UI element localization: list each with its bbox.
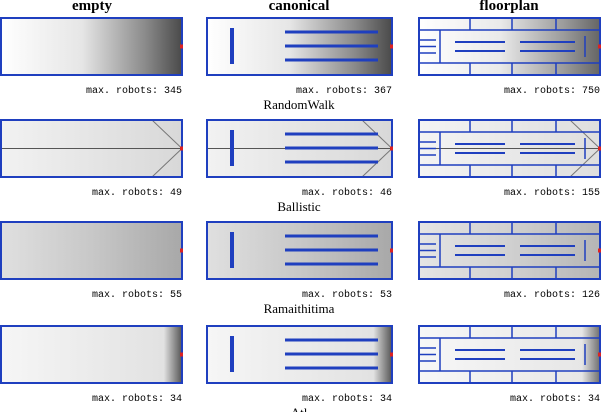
exit-marker bbox=[180, 44, 183, 49]
exit-marker bbox=[180, 248, 183, 253]
wall bbox=[285, 352, 378, 356]
caption: max. robots: 750 bbox=[504, 85, 600, 97]
exit-marker bbox=[598, 146, 601, 151]
caption: max. robots: 53 bbox=[302, 289, 392, 301]
heatmap bbox=[0, 222, 182, 279]
column-header: canonical bbox=[269, 0, 330, 14]
caption: max. robots: 55 bbox=[92, 289, 182, 301]
heatmap bbox=[0, 18, 182, 75]
wall bbox=[285, 248, 378, 252]
exit-marker bbox=[598, 44, 601, 49]
heatmap bbox=[418, 222, 600, 279]
wall bbox=[285, 160, 378, 164]
exit-marker bbox=[390, 352, 393, 357]
caption: max. robots: 155 bbox=[504, 187, 600, 199]
caption: max. robots: 34 bbox=[302, 393, 392, 405]
wall bbox=[285, 30, 378, 34]
wall bbox=[285, 262, 378, 266]
wall bbox=[230, 232, 234, 268]
column-header: empty bbox=[72, 0, 112, 14]
row-label: RandomWalk bbox=[263, 97, 335, 112]
wall bbox=[230, 130, 234, 166]
row-label: Ballistic bbox=[277, 199, 321, 214]
exit-marker bbox=[598, 248, 601, 253]
heatmap bbox=[0, 326, 182, 383]
exit-marker bbox=[180, 146, 183, 151]
heatmap bbox=[418, 326, 600, 383]
caption: max. robots: 49 bbox=[92, 187, 182, 199]
exit-marker bbox=[390, 146, 393, 151]
caption: max. robots: 34 bbox=[510, 393, 600, 405]
wall bbox=[285, 234, 378, 238]
caption: max. robots: 46 bbox=[302, 187, 392, 199]
heatmap bbox=[418, 18, 600, 75]
row-label: Ramaithitima bbox=[264, 301, 335, 316]
wall bbox=[285, 146, 378, 150]
caption: max. robots: 34 bbox=[92, 393, 182, 405]
wall bbox=[285, 58, 378, 62]
wall bbox=[230, 28, 234, 64]
wall bbox=[285, 132, 378, 136]
caption: max. robots: 126 bbox=[504, 289, 600, 301]
exit-marker bbox=[390, 248, 393, 253]
caption: max. robots: 345 bbox=[86, 85, 182, 97]
wall bbox=[285, 44, 378, 48]
exit-marker bbox=[180, 352, 183, 357]
column-header: floorplan bbox=[479, 0, 539, 14]
wall bbox=[230, 336, 234, 372]
wall bbox=[285, 338, 378, 342]
row-label: Atl bbox=[291, 405, 308, 412]
exit-marker bbox=[598, 352, 601, 357]
wall bbox=[285, 366, 378, 370]
exit-marker bbox=[390, 44, 393, 49]
caption: max. robots: 367 bbox=[296, 85, 392, 97]
